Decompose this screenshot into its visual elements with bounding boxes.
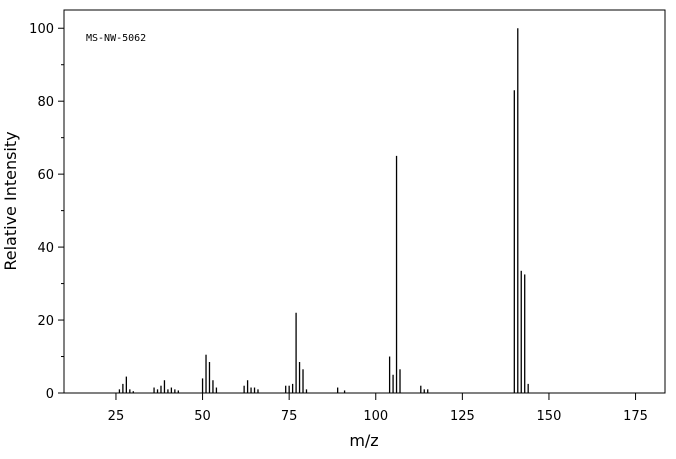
x-tick-label: 75 xyxy=(281,409,298,424)
y-tick-label: 20 xyxy=(37,314,54,329)
x-tick-label: 150 xyxy=(537,409,562,424)
y-axis-label: Relative Intensity xyxy=(1,131,20,270)
annotation: MS-NW-5062 xyxy=(86,33,146,44)
plot-frame xyxy=(63,9,666,394)
x-tick-label: 125 xyxy=(450,409,475,424)
x-tick-label: 50 xyxy=(194,409,211,424)
y-tick-label: 100 xyxy=(29,22,54,37)
x-tick-label: 175 xyxy=(623,409,648,424)
y-tick-label: 0 xyxy=(46,387,54,402)
y-tick-label: 40 xyxy=(37,241,54,256)
x-tick-label: 25 xyxy=(108,409,125,424)
y-tick-label: 80 xyxy=(37,95,54,110)
x-axis-label: m/z xyxy=(349,431,378,450)
x-tick-label: 100 xyxy=(363,409,388,424)
y-tick-label: 60 xyxy=(37,168,54,183)
